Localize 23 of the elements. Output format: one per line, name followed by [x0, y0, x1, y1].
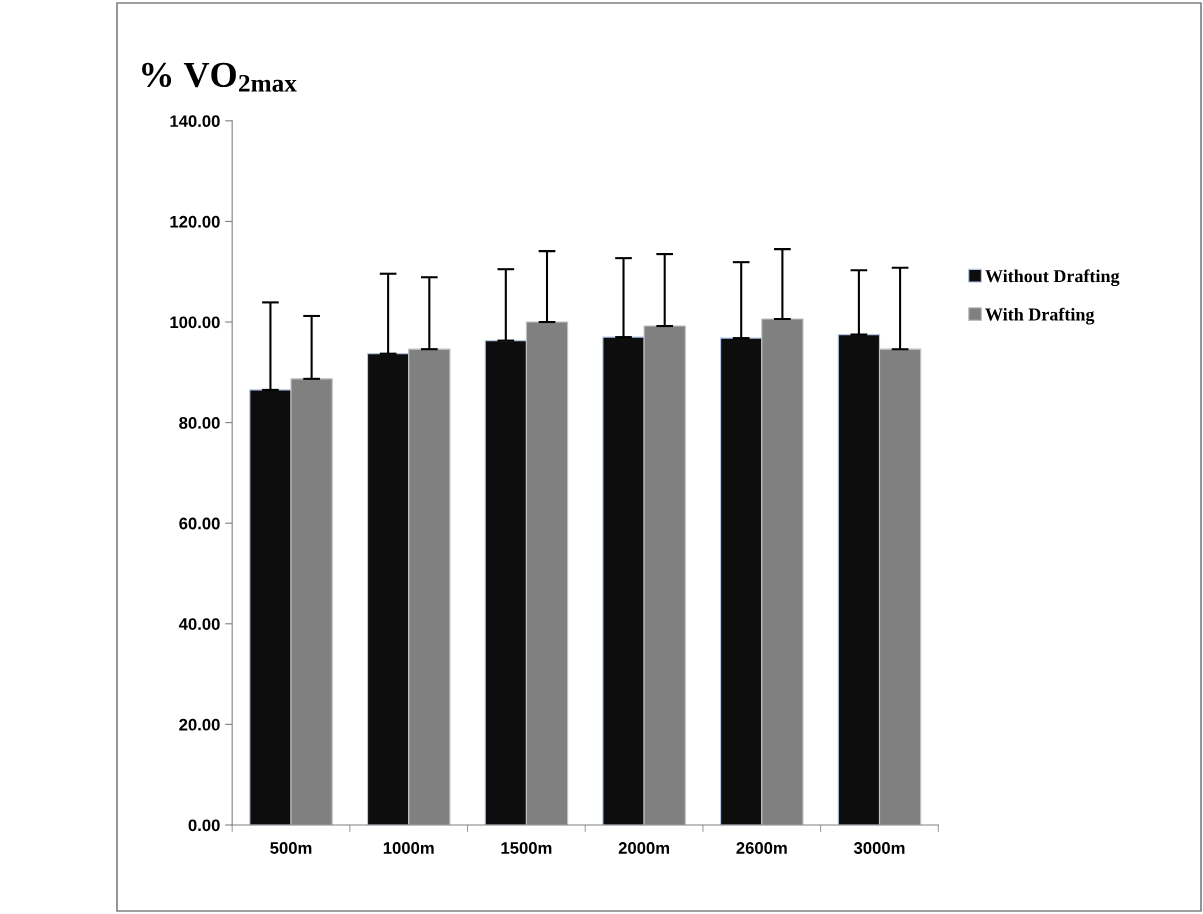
bar	[837, 334, 881, 825]
bar	[484, 340, 527, 825]
y-tick-label: 40.00	[178, 618, 220, 630]
y-tick-label: 80.00	[179, 417, 220, 429]
bar	[602, 336, 645, 825]
y-tick-label: 100.00	[170, 316, 220, 329]
y-tick-label: 140.00	[170, 115, 220, 128]
legend-label: Without Drafting	[985, 269, 1120, 287]
y-tick-label: 20.00	[179, 718, 220, 731]
bar	[249, 389, 292, 825]
x-tick-label: 1500m	[501, 842, 552, 854]
legend-label: With Drafting	[985, 307, 1095, 325]
x-tick-label: 1000m	[383, 842, 434, 854]
x-tick-label: 2600m	[736, 842, 787, 854]
x-tick-label: 500m	[270, 842, 312, 854]
x-tick-label: 3000m	[853, 842, 905, 854]
x-tick-label: 2000m	[618, 842, 670, 854]
y-tick-label: 60.00	[179, 517, 220, 530]
bar	[366, 353, 410, 825]
y-tick-label: 120.00	[170, 215, 220, 228]
y-tick-label: 0.00	[188, 819, 220, 832]
chart-title: % VO$_{2max}$	[142, 62, 297, 92]
bar	[720, 337, 763, 825]
